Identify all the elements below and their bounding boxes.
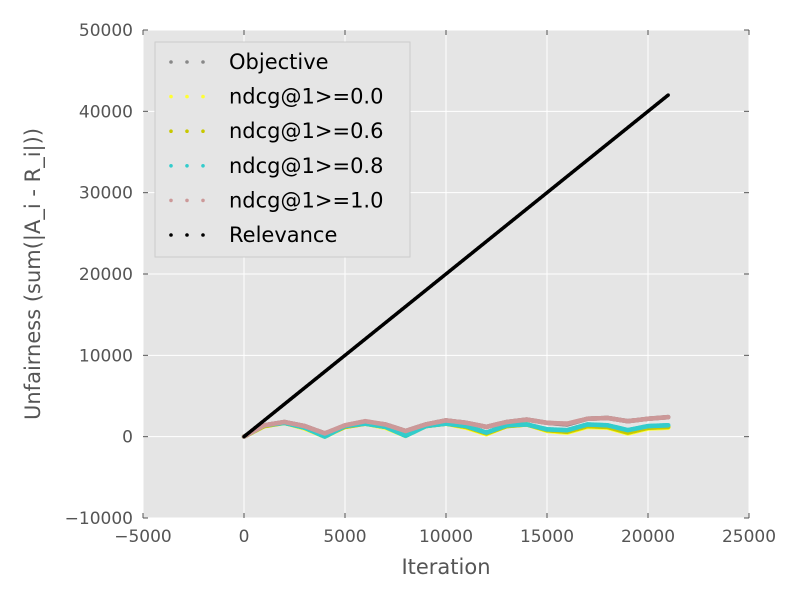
- x-tick-label: 15000: [520, 527, 574, 547]
- data-point: [665, 422, 671, 428]
- y-tick-label: 50000: [79, 21, 133, 41]
- y-tick-label: 30000: [79, 184, 133, 204]
- legend-marker: [201, 198, 205, 203]
- legend-marker: [169, 164, 173, 168]
- x-tick-label: 5000: [323, 527, 366, 547]
- legend-box: [154, 41, 411, 258]
- x-tick-label: 0: [239, 527, 250, 547]
- axis-ticks: −5000 0 5000 10000 15000 20000 25000 −10000 0 100…: [65, 21, 776, 547]
- series-layer: [241, 93, 671, 439]
- x-tick-label: −5000: [114, 527, 172, 547]
- legend-label: Relevance: [229, 223, 337, 247]
- data-point: [665, 414, 671, 420]
- x-tick-label: 25000: [722, 527, 776, 547]
- legend-label: ndcg@1>=0.6: [229, 119, 383, 143]
- legend-marker: [185, 129, 189, 133]
- y-tick-label: 20000: [79, 265, 133, 285]
- legend-label: ndcg@1>=0.0: [229, 85, 383, 109]
- legend-marker: [169, 233, 173, 237]
- series-relevance: [242, 93, 670, 439]
- legend-marker: [201, 129, 205, 133]
- legend-marker: [169, 60, 173, 64]
- data-point: [666, 93, 670, 97]
- series-ndcg-1-1-0: [241, 414, 671, 439]
- legend-marker: [185, 60, 189, 64]
- legend-label: Objective: [229, 50, 329, 74]
- legend-marker: [169, 129, 173, 133]
- y-tick-label: −10000: [65, 509, 133, 529]
- legend-marker: [185, 94, 189, 99]
- legend-marker: [201, 233, 205, 237]
- legend-marker: [201, 164, 205, 168]
- legend-marker: [185, 233, 189, 237]
- y-axis-label: Unfairness (sum(|A_i - R_i|)): [21, 128, 46, 420]
- legend-marker: [185, 164, 189, 168]
- y-tick-label: 0: [122, 428, 133, 448]
- legend-marker: [169, 94, 173, 99]
- legend-label: ndcg@1>=0.8: [229, 154, 383, 178]
- x-tick-label: 10000: [419, 527, 473, 547]
- legend-marker: [201, 60, 205, 64]
- legend-marker: [169, 198, 173, 203]
- y-tick-label: 40000: [79, 102, 133, 122]
- x-axis-label: Iteration: [401, 555, 490, 579]
- legend-marker: [201, 94, 205, 99]
- legend-marker: [185, 198, 189, 203]
- x-tick-label: 20000: [621, 527, 675, 547]
- legend: Objective ndcg@1>=0.0 ndcg@1>=0.6 ndcg@1>=0…: [154, 41, 411, 258]
- legend-label: ndcg@1>=1.0: [229, 188, 383, 212]
- y-tick-label: 10000: [79, 346, 133, 366]
